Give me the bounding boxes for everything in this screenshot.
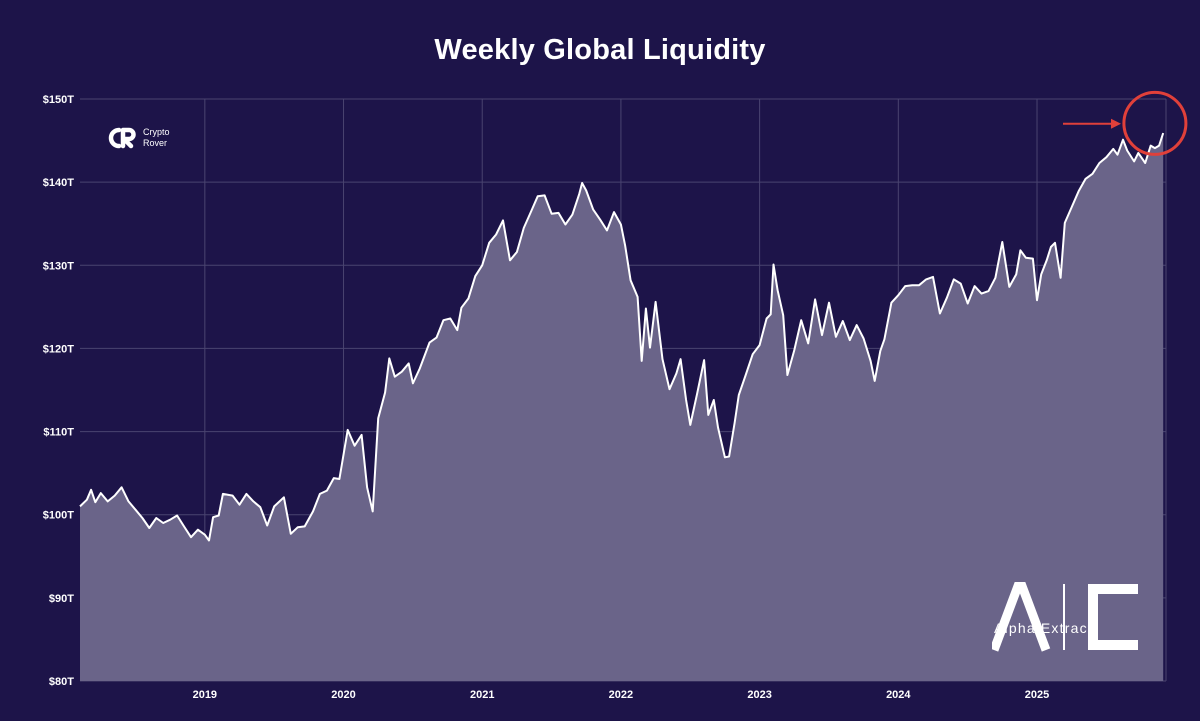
y-tick-label: $100T (43, 510, 74, 522)
alpha-extract-logo: Alpha Extract (989, 581, 1142, 654)
y-tick-label: $120T (43, 343, 74, 355)
y-tick-label: $150T (43, 94, 74, 106)
x-tick-label: 2025 (1025, 689, 1049, 701)
x-tick-label: 2023 (747, 689, 771, 701)
annotation-arrow (1063, 118, 1122, 129)
x-tick-label: 2021 (470, 689, 494, 701)
crypto-rover-logo: Crypto Rover (107, 127, 170, 149)
y-axis-ticks: $80T $90T $100T $110T $120T $130T $140T $150T (43, 94, 74, 688)
y-tick-label: $80T (49, 676, 74, 688)
liquidity-line (79, 132, 1165, 542)
x-tick-label: 2020 (331, 689, 355, 701)
liquidity-area (80, 133, 1164, 682)
x-tick-label: 2019 (193, 689, 217, 701)
crypto-rover-icon (108, 127, 136, 149)
alpha-extract-icon (989, 581, 1138, 652)
x-axis-ticks: 2019 2020 2021 2022 2023 2024 2025 (193, 689, 1050, 701)
x-tick-label: 2024 (886, 689, 911, 701)
crypto-rover-line1: Crypto (143, 127, 170, 137)
x-tick-label: 2022 (609, 689, 633, 701)
y-tick-label: $130T (43, 260, 74, 272)
chart-title: Weekly Global Liquidity (434, 34, 766, 66)
annotations (1063, 90, 1188, 156)
alpha-extract-text: Alpha Extract (994, 620, 1093, 636)
y-tick-label: $90T (49, 593, 74, 605)
annotation-circle (1122, 90, 1188, 156)
y-tick-label: $140T (43, 177, 74, 189)
y-tick-label: $110T (43, 427, 74, 439)
crypto-rover-line2: Rover (143, 138, 168, 148)
